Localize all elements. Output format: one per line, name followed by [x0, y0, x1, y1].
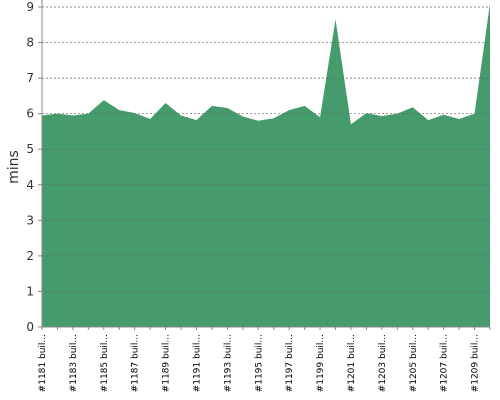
y-tick-label: 1 [26, 284, 34, 298]
y-tick-label: 0 [26, 320, 34, 334]
area [42, 3, 490, 327]
y-tick-label: 2 [26, 249, 34, 263]
y-tick-label: 6 [26, 107, 34, 121]
x-tick-label: #1199 buil... [316, 334, 326, 392]
x-tick-label: #1195 buil... [254, 334, 264, 392]
y-tick-label: 9 [26, 0, 34, 14]
x-tick-label: #1183 buil... [69, 334, 79, 392]
x-tick-label: #1207 buil... [440, 334, 450, 392]
y-tick-label: 7 [26, 71, 34, 85]
x-tick-label: #1197 buil... [285, 334, 295, 392]
x-tick-label: #1185 buil... [100, 334, 110, 392]
x-tick-label: #1203 buil... [378, 334, 388, 392]
y-tick-label: 8 [26, 36, 34, 50]
y-axis-label: mins [6, 150, 22, 184]
y-tick-label: 5 [26, 142, 34, 156]
x-tick-label: #1209 buil... [471, 334, 481, 392]
y-tick-label: 3 [26, 213, 34, 227]
x-tick-label: #1181 buil... [38, 334, 48, 392]
y-tick-label: 4 [26, 178, 34, 192]
x-tick-label: #1187 buil... [131, 334, 141, 392]
x-tick-label: #1201 buil... [347, 334, 357, 392]
x-tick-label: #1189 buil... [162, 334, 172, 392]
x-tick-label: #1191 buil... [192, 334, 202, 392]
x-tick-label: #1205 buil... [409, 334, 419, 392]
x-tick-label: #1193 buil... [223, 334, 233, 392]
